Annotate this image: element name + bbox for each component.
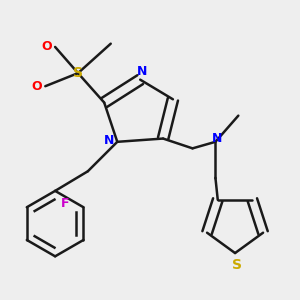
Text: O: O: [32, 80, 42, 93]
Text: N: N: [136, 65, 147, 78]
Text: N: N: [104, 134, 114, 147]
Text: F: F: [61, 197, 70, 211]
Text: S: S: [232, 257, 242, 272]
Text: N: N: [212, 132, 222, 145]
Text: S: S: [73, 66, 83, 80]
Text: O: O: [42, 40, 52, 53]
